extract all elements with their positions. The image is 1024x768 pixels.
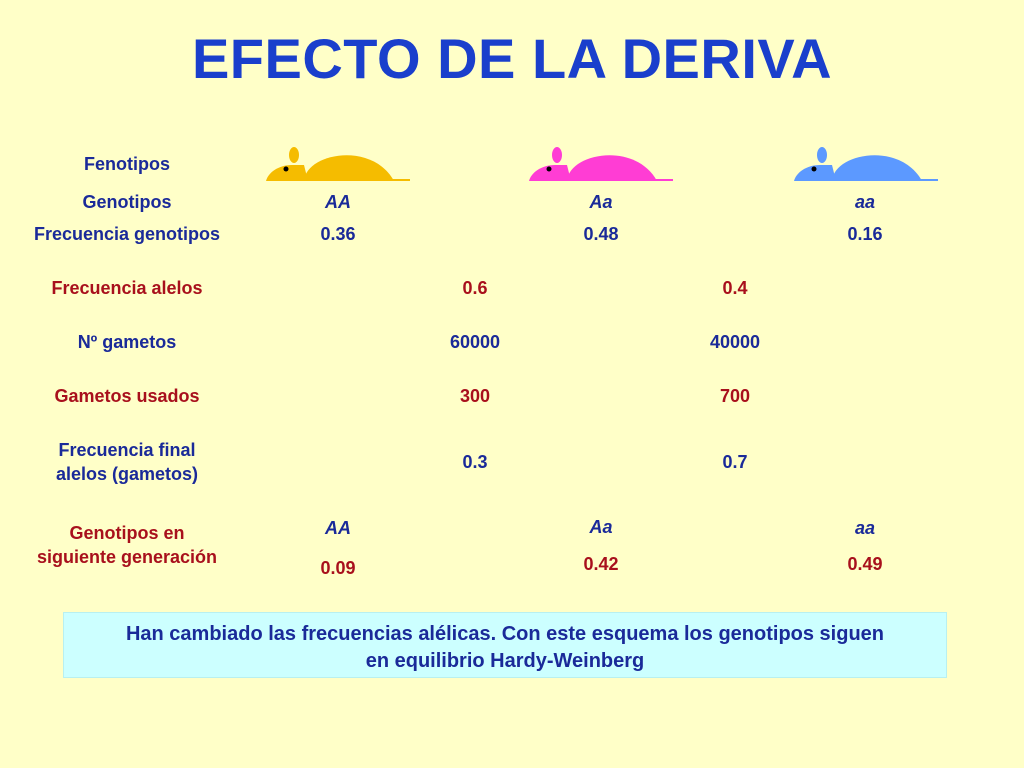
used-gametes-A: 300 [459, 386, 491, 406]
conclusion-note-line1: Han cambiado las frecuencias alélicas. C… [125, 623, 885, 645]
used-gametes-a: 700 [719, 386, 751, 406]
next-freq-Aa: 0.42 [583, 554, 619, 574]
next-genotype-Aa: Aa [589, 517, 613, 537]
label-frecuencia-final-line2: alelos (gametos) [55, 464, 199, 484]
freq-genotype-aa: 0.16 [847, 224, 883, 244]
yellow-mouse-icon [266, 147, 410, 181]
pink-mouse-icon [529, 147, 673, 181]
next-genotype-AA: AA [325, 518, 351, 538]
label-fenotipos: Fenotipos [84, 154, 170, 174]
page-title: EFECTO DE LA DERIVA [191, 27, 833, 90]
freq-genotype-AA: 0.36 [320, 224, 356, 244]
next-freq-aa: 0.49 [847, 554, 883, 574]
next-genotype-aa: aa [854, 518, 876, 538]
final-freq-a: 0.7 [722, 452, 748, 472]
label-genotipos-siguiente: Genotipos en siguiente generación [0, 521, 257, 569]
genotype-Aa: Aa [589, 192, 613, 212]
genotype-AA: AA [325, 192, 351, 212]
freq-allele-A: 0.6 [462, 278, 488, 298]
next-freq-AA: 0.09 [320, 558, 356, 578]
label-gametos-usados: Gametos usados [54, 386, 200, 406]
label-frecuencia-alelos: Frecuencia alelos [51, 278, 203, 298]
label-frecuencia-genotipos: Frecuencia genotipos [33, 224, 221, 244]
label-frecuencia-final-line1: Frecuencia final [58, 440, 196, 460]
freq-genotype-Aa: 0.48 [583, 224, 619, 244]
label-frecuencia-final: Frecuencia final alelos (gametos) [0, 438, 257, 486]
label-genotipos: Genotipos [82, 192, 172, 212]
label-genotipos-siguiente-line1: Genotipos en [69, 523, 185, 543]
blue-mouse-icon [794, 147, 938, 181]
conclusion-note: Han cambiado las frecuencias alélicas. C… [63, 612, 947, 678]
gametes-a: 40000 [709, 332, 761, 352]
conclusion-note-line2: en equilibrio Hardy-Weinberg [365, 650, 645, 672]
final-freq-A: 0.3 [462, 452, 488, 472]
gametes-A: 60000 [449, 332, 501, 352]
label-n-gametos: Nº gametos [77, 332, 177, 352]
genotype-aa: aa [854, 192, 876, 212]
freq-allele-a: 0.4 [722, 278, 748, 298]
label-genotipos-siguiente-line2: siguiente generación [36, 547, 218, 567]
